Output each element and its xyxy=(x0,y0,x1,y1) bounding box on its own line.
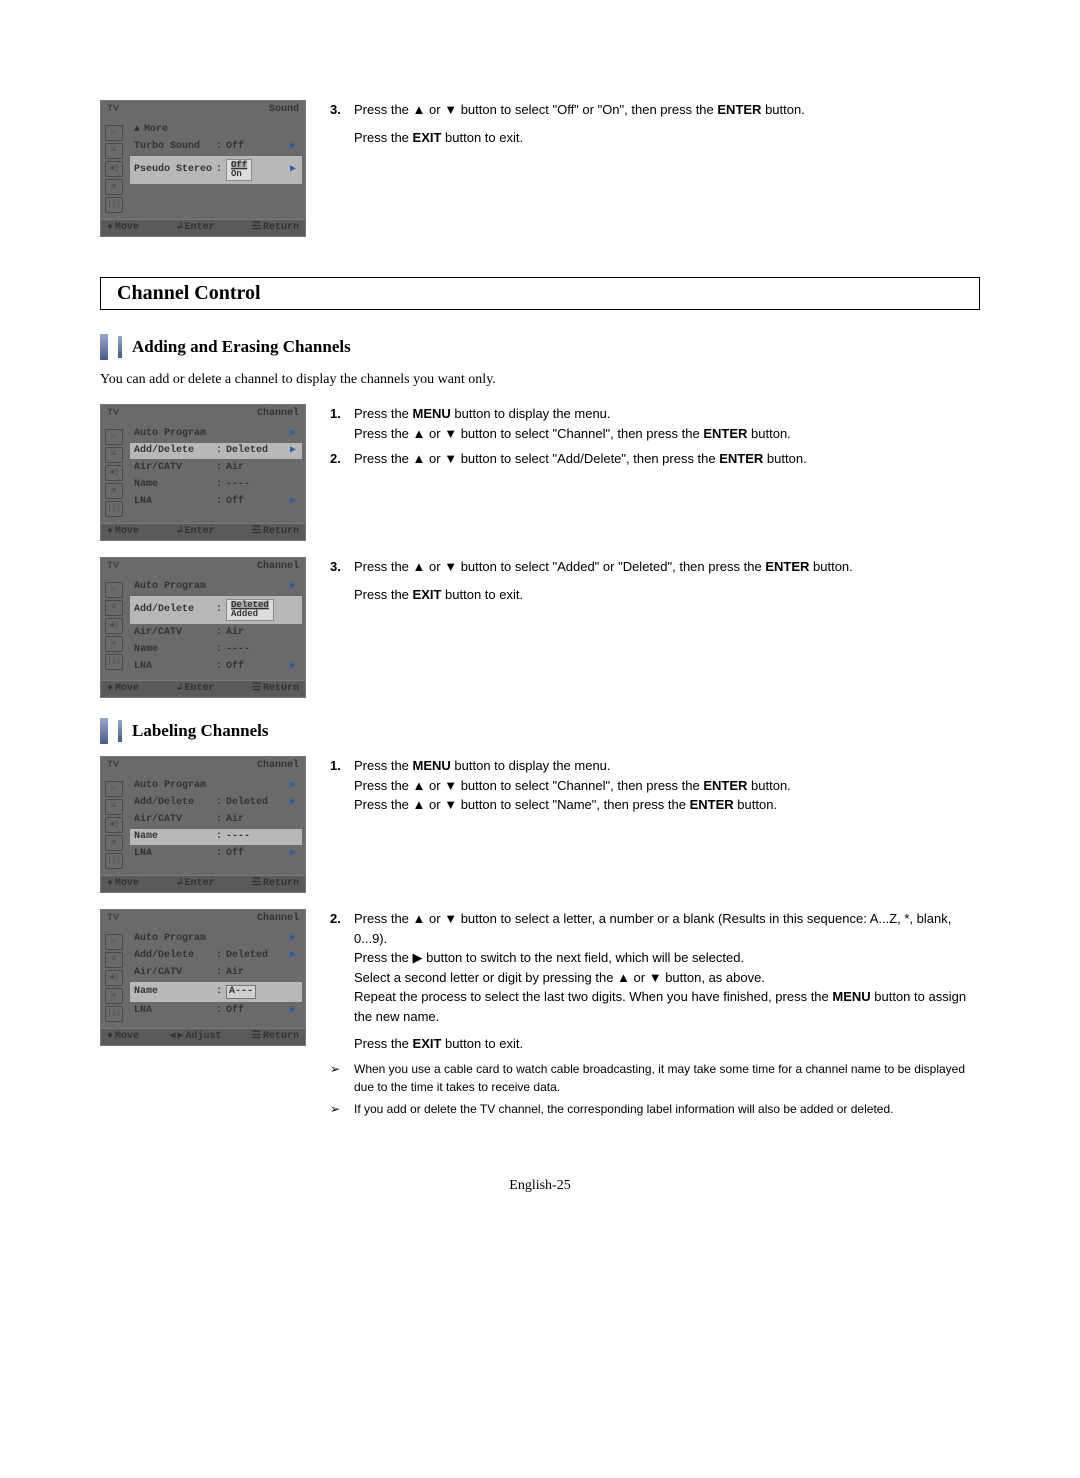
menu-air-catv[interactable]: Air/CATV:Air xyxy=(130,965,302,981)
menu-auto-program[interactable]: Auto Program▶ xyxy=(130,931,302,947)
row-label-step2: TV Channel ☐ ≡ ◀) ✕ ||| Auto Program▶ Ad… xyxy=(100,909,980,1118)
sliders-icon: ||| xyxy=(105,654,123,670)
sound-icon: ≡ xyxy=(105,799,123,815)
osd-titlebar: TV Sound xyxy=(101,101,305,119)
sound-icon: ≡ xyxy=(105,952,123,968)
sound-icon: ≡ xyxy=(105,600,123,616)
speaker-icon: ◀) xyxy=(105,817,123,833)
picture-icon: ☐ xyxy=(105,582,123,598)
osd-title-left: TV xyxy=(107,105,119,115)
menu-auto-program[interactable]: Auto Program▶ xyxy=(130,778,302,794)
instr-label-2: 2. Press the ▲ or ▼ button to select a l… xyxy=(330,909,980,1118)
osd-list: ▲ More Turbo Sound : Off ▶ Pseudo Stereo… xyxy=(127,119,305,219)
setup-icon: ✕ xyxy=(105,483,123,499)
menu-add-delete[interactable]: Add/Delete:Deleted▶ xyxy=(130,948,302,964)
picture-icon: ☐ xyxy=(105,429,123,445)
osd-channel-3: TV Channel ☐ ≡ ◀) ✕ ||| Auto Program▶ Ad… xyxy=(100,756,306,893)
row-label-step1: TV Channel ☐ ≡ ◀) ✕ ||| Auto Program▶ Ad… xyxy=(100,756,980,893)
popup-deleted-added[interactable]: Deleted Added xyxy=(226,599,274,621)
menu-air-catv[interactable]: Air/CATV:Air xyxy=(130,812,302,828)
heading-bar-icon xyxy=(118,336,122,358)
menu-more[interactable]: ▲ More xyxy=(130,122,302,138)
step-2: 2. Press the ▲ or ▼ button to select a l… xyxy=(330,909,980,1054)
step-1: 1. Press the MENU button to display the … xyxy=(330,756,980,815)
sliders-icon: ||| xyxy=(105,853,123,869)
page: TV Sound ☐ ≡ ◀) ✕ ||| ▲ More Tur xyxy=(50,0,1030,1244)
name-edit-field[interactable]: A--- xyxy=(226,985,256,999)
menu-air-catv[interactable]: Air/CATV:Air xyxy=(130,460,302,476)
menu-pseudo-stereo[interactable]: Pseudo Stereo : Off On ▶ xyxy=(130,156,302,184)
menu-add-delete[interactable]: Add/Delete: Deleted Added xyxy=(130,596,302,624)
heading-bar-icon xyxy=(100,718,108,744)
nav-enter: ↲Enter xyxy=(177,223,215,233)
osd-title-right: Sound xyxy=(269,105,299,115)
heading-bar-icon xyxy=(100,334,108,360)
menu-name[interactable]: Name:---- xyxy=(130,829,302,845)
up-icon: ▲ xyxy=(134,125,140,135)
speaker-icon: ◀) xyxy=(105,161,123,177)
speaker-icon: ◀) xyxy=(105,618,123,634)
note-icon: ➢ xyxy=(330,1060,346,1096)
setup-icon: ✕ xyxy=(105,179,123,195)
menu-lna[interactable]: LNA:Off▶ xyxy=(130,1003,302,1019)
page-footer: English-25 xyxy=(100,1178,980,1194)
osd-sidebar: ☐ ≡ ◀) ✕ ||| xyxy=(101,119,127,219)
intro-adding: You can add or delete a channel to displ… xyxy=(100,372,980,388)
menu-name[interactable]: Name:---- xyxy=(130,642,302,658)
instr-label-1: 1. Press the MENU button to display the … xyxy=(330,756,980,821)
right-arrow-icon: ▶ xyxy=(290,142,296,152)
osd-channel-4: TV Channel ☐ ≡ ◀) ✕ ||| Auto Program▶ Ad… xyxy=(100,909,306,1046)
popup-off-on[interactable]: Off On xyxy=(226,159,252,181)
sliders-icon: ||| xyxy=(105,1006,123,1022)
step-3: 3. Press the ▲ or ▼ button to select "Of… xyxy=(330,100,980,147)
osd-channel-2: TV Channel ☐ ≡ ◀) ✕ ||| Auto Program▶ Ad… xyxy=(100,557,306,698)
right-arrow-icon: ▶ xyxy=(290,165,296,175)
note-2: ➢ If you add or delete the TV channel, t… xyxy=(330,1100,980,1118)
nav-return: ☰Return xyxy=(252,223,299,233)
menu-add-delete[interactable]: Add/Delete:Deleted▶ xyxy=(130,795,302,811)
sliders-icon: ||| xyxy=(105,197,123,213)
osd-channel-1: TV Channel ☐ ≡ ◀) ✕ ||| Auto Program▶ Ad… xyxy=(100,404,306,541)
subsection-adding: Adding and Erasing Channels xyxy=(100,334,980,360)
picture-icon: ☐ xyxy=(105,781,123,797)
instr-add-3: 3. Press the ▲ or ▼ button to select "Ad… xyxy=(330,557,980,610)
step-3: 3. Press the ▲ or ▼ button to select "Ad… xyxy=(330,557,980,604)
menu-add-delete[interactable]: Add/Delete:Deleted▶ xyxy=(130,443,302,459)
picture-icon: ☐ xyxy=(105,125,123,141)
step-1: 1. Press the MENU button to display the … xyxy=(330,404,980,443)
note-icon: ➢ xyxy=(330,1100,346,1118)
menu-auto-program[interactable]: Auto Program▶ xyxy=(130,426,302,442)
setup-icon: ✕ xyxy=(105,636,123,652)
speaker-icon: ◀) xyxy=(105,970,123,986)
osd-sound: TV Sound ☐ ≡ ◀) ✕ ||| ▲ More Tur xyxy=(100,100,306,237)
menu-lna[interactable]: LNA:Off▶ xyxy=(130,846,302,862)
step-2: 2. Press the ▲ or ▼ button to select "Ad… xyxy=(330,449,980,469)
row-sound-step3: TV Sound ☐ ≡ ◀) ✕ ||| ▲ More Tur xyxy=(100,100,980,237)
menu-auto-program[interactable]: Auto Program▶ xyxy=(130,579,302,595)
menu-lna[interactable]: LNA:Off▶ xyxy=(130,659,302,675)
instr-add-12: 1. Press the MENU button to display the … xyxy=(330,404,980,475)
speaker-icon: ◀) xyxy=(105,465,123,481)
osd-footer: ♦Move ↲Enter ☰Return xyxy=(101,219,305,236)
menu-name[interactable]: Name:---- xyxy=(130,477,302,493)
setup-icon: ✕ xyxy=(105,835,123,851)
heading-bar-icon xyxy=(118,720,122,742)
section-channel-control: Channel Control xyxy=(100,277,980,310)
picture-icon: ☐ xyxy=(105,934,123,950)
menu-lna[interactable]: LNA:Off▶ xyxy=(130,494,302,510)
setup-icon: ✕ xyxy=(105,988,123,1004)
sliders-icon: ||| xyxy=(105,501,123,517)
menu-name[interactable]: Name: A--- xyxy=(130,982,302,1002)
menu-turbo-sound[interactable]: Turbo Sound : Off ▶ xyxy=(130,139,302,155)
instr-sound-3: 3. Press the ▲ or ▼ button to select "Of… xyxy=(330,100,980,153)
note-1: ➢ When you use a cable card to watch cab… xyxy=(330,1060,980,1096)
row-channel-step3: TV Channel ☐ ≡ ◀) ✕ ||| Auto Program▶ Ad… xyxy=(100,557,980,698)
row-channel-step12: TV Channel ☐ ≡ ◀) ✕ ||| Auto Program▶ Ad… xyxy=(100,404,980,541)
menu-air-catv[interactable]: Air/CATV:Air xyxy=(130,625,302,641)
sound-icon: ≡ xyxy=(105,447,123,463)
subsection-labeling: Labeling Channels xyxy=(100,718,980,744)
nav-move: ♦Move xyxy=(107,223,139,233)
sound-icon: ≡ xyxy=(105,143,123,159)
